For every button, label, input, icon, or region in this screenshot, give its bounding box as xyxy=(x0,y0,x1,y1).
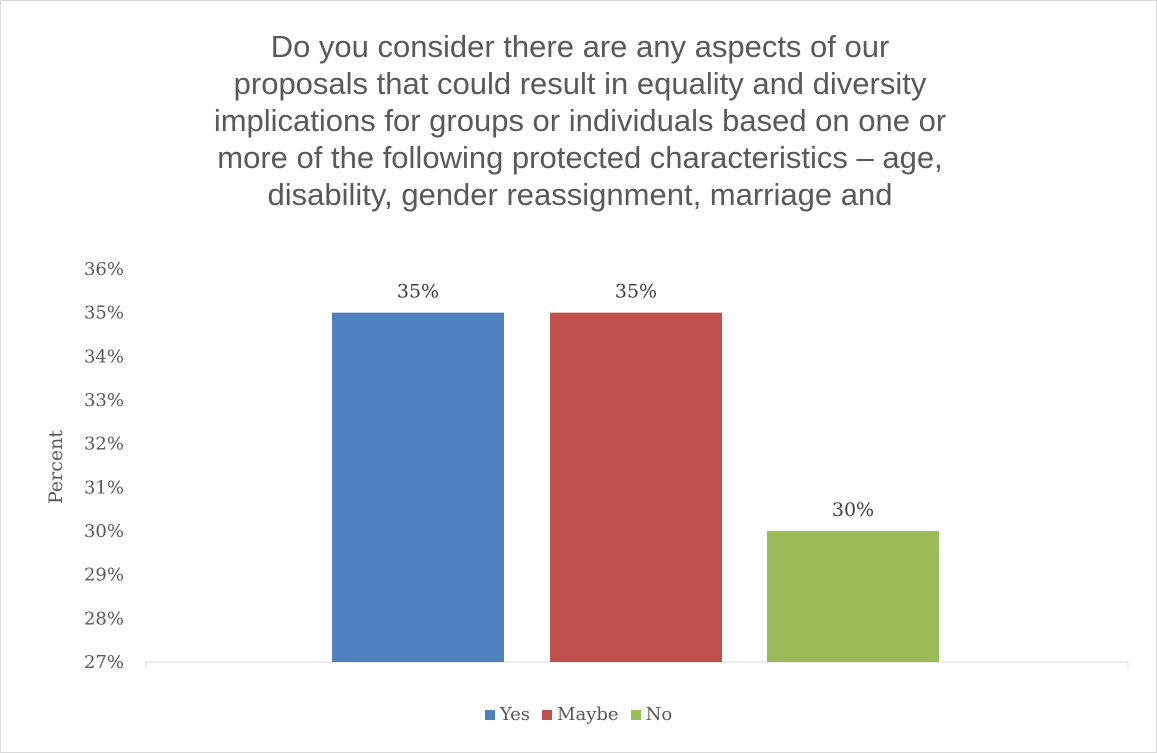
bar-no xyxy=(767,531,939,662)
chart-title: Do you consider there are any aspects of… xyxy=(110,28,1050,213)
y-tick-label: 27% xyxy=(84,652,124,673)
y-axis-label: Percent xyxy=(45,430,67,504)
y-tick-label: 34% xyxy=(84,346,124,367)
y-tick-label: 36% xyxy=(84,259,124,280)
y-tick-label: 33% xyxy=(84,390,124,411)
y-tick-label: 32% xyxy=(84,434,124,455)
legend-label-yes: Yes xyxy=(499,704,531,725)
chart-title-line: implications for groups or individuals b… xyxy=(213,103,947,138)
chart-title-line: disability, gender reassignment, marriag… xyxy=(267,177,893,212)
legend-label-no: No xyxy=(645,704,673,725)
bar-maybe xyxy=(550,312,722,662)
legend: Yes Maybe No xyxy=(0,704,1157,725)
y-tick-label: 29% xyxy=(84,565,124,586)
legend-label-maybe: Maybe xyxy=(557,704,619,725)
data-label-maybe: 35% xyxy=(615,281,657,303)
legend-swatch-yes xyxy=(484,709,495,720)
y-tick-label: 31% xyxy=(84,477,124,498)
legend-item-maybe: Maybe xyxy=(542,704,619,725)
chart-title-line: proposals that could result in equality … xyxy=(233,66,927,101)
legend-item-yes: Yes xyxy=(484,704,531,725)
data-label-yes: 35% xyxy=(397,281,439,303)
y-tick-label: 35% xyxy=(84,303,124,324)
legend-item-no: No xyxy=(630,704,673,725)
bar-yes xyxy=(332,312,504,662)
y-tick-label: 30% xyxy=(84,521,124,542)
chart-title-line: Do you consider there are any aspects of… xyxy=(270,29,890,64)
legend-swatch-maybe xyxy=(542,709,553,720)
y-tick-label: 28% xyxy=(84,608,124,629)
data-label-no: 30% xyxy=(832,499,874,521)
legend-swatch-no xyxy=(630,709,641,720)
chart-title-line: more of the following protected characte… xyxy=(217,140,943,175)
